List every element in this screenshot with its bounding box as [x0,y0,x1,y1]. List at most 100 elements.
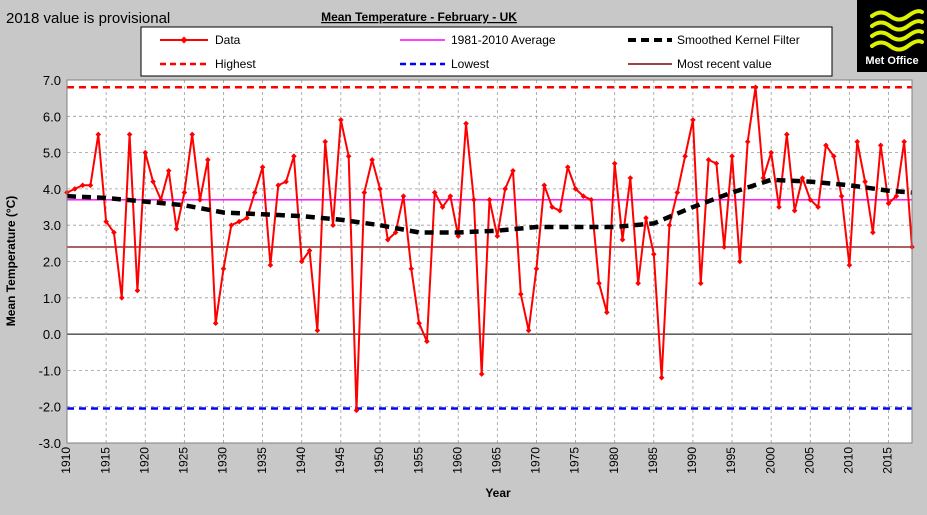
data-point [494,233,501,239]
data-point [854,138,861,145]
data-point [564,164,571,170]
x-tick-label: 1940 [294,447,308,474]
data-point [697,280,704,287]
data-point [815,204,821,210]
data-point [220,265,227,272]
data-point [572,186,579,192]
data-point [353,407,360,414]
data-point [502,186,508,192]
data-point [298,258,305,265]
x-tick-label: 1915 [98,447,112,474]
data-point [369,157,375,163]
data-point [877,142,884,149]
smoothed-line [66,177,913,235]
legend: Data 1981-2010 Average Smoothed Kernel F… [140,26,833,77]
data-point [784,131,790,138]
x-tick-label: 1965 [489,447,503,474]
data-point [619,236,626,243]
data-point [885,200,892,207]
legend-label-smoothed: Smoothed Kernel Filter [677,33,800,47]
data-point [471,196,477,203]
data-point [424,338,430,345]
data-point [236,218,242,225]
x-tick-label: 2005 [802,447,816,474]
data-point [150,178,156,185]
data-point [557,207,563,214]
data-point [212,320,219,327]
data-point [345,153,352,160]
data-point [807,196,814,203]
data-point [658,374,665,381]
data-point [118,295,125,301]
logo-text: Met Office [865,55,918,67]
x-tick-label: 1920 [137,447,151,474]
legend-label-data: Data [215,33,241,47]
data-point [142,149,149,156]
y-tick-label: -1.0 [39,363,61,378]
data-point [510,167,516,174]
data-point [760,175,767,181]
data-point [95,131,102,138]
data-point [197,196,203,203]
y-axis-label: Mean Temperature (°C) [4,196,18,327]
legend-item-data: Data [160,33,241,47]
data-point [338,117,344,123]
x-tick-label: 2015 [881,447,895,474]
legend-item-smoothed: Smoothed Kernel Filter [628,33,800,47]
data-point [635,280,641,287]
data-point [776,204,782,210]
x-axis-ticks: 1910 1915 1920 1925 1930 1935 1940 1945 1950 1955… [59,447,895,474]
data-point [596,280,602,287]
data-point [768,149,774,156]
y-tick-label: 4.0 [43,182,61,197]
data-point [823,142,829,149]
x-tick-label: 2010 [842,447,856,474]
x-tick-label: 1975 [568,447,582,474]
data-point [862,178,868,185]
x-tick-label: 1995 [724,447,738,474]
data-point [173,226,180,232]
x-tick-label: 1925 [177,447,191,474]
x-tick-label: 1980 [607,447,621,474]
data-point [627,175,634,181]
data-point [588,196,595,203]
data-point [79,182,86,189]
data-point [549,204,555,210]
data-point [533,265,540,272]
data-point [463,120,469,127]
x-tick-label: 1910 [59,447,73,474]
data-point [361,189,368,196]
data-point [228,222,235,228]
data-point [251,189,258,196]
x-tick-label: 1970 [529,447,543,474]
data-point [846,262,853,268]
data-point [103,218,109,225]
data-point [666,222,673,228]
data-point [330,222,336,228]
data-point [314,327,321,334]
data-point [400,193,407,199]
y-tick-label: -2.0 [39,400,61,415]
data-point [737,258,743,265]
data-point [838,193,845,199]
y-tick-label: 5.0 [43,146,61,161]
data-point [799,175,806,181]
data-point [275,182,282,189]
series-layer [64,84,915,414]
data-point [408,265,415,272]
data-point [416,320,422,327]
y-tick-label: 3.0 [43,218,61,233]
data-point [713,160,720,167]
data-point [580,193,587,199]
plot-border [66,79,913,444]
data-point [705,157,712,163]
x-tick-label: 1990 [685,447,699,474]
data-point [431,189,438,196]
data-point [752,84,759,91]
data-point [682,153,688,160]
data-point [651,251,657,258]
grid-lines [67,80,912,443]
data-point [525,327,532,334]
y-axis-ticks: 7.0 6.0 5.0 4.0 3.0 2.0 1.0 0.0 -1.0 -2.0 -3.0 [39,73,61,451]
